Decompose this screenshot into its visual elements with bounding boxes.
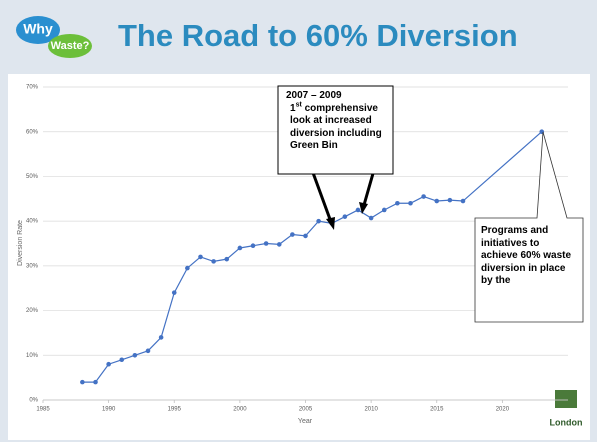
y-tick-label: 30% [26,263,39,269]
y-tick-label: 50% [26,174,39,180]
point [421,194,426,199]
x-tick-label: 2010 [364,407,378,413]
y-tick-label: 60% [26,129,39,135]
y-tick-label: 10% [26,353,39,359]
x-tick-label: 2020 [496,407,510,413]
point [316,218,321,224]
logo-bubble [48,34,92,58]
x-axis-label: Year [298,418,313,425]
y-axis-label: Diversion Rate [17,220,24,266]
point [408,200,413,206]
point [263,241,269,246]
x-tick-label: 2000 [233,407,247,413]
logo-text: Waste? [51,40,90,52]
annotation: Programs and initiatives to achieve 60% … [481,225,572,286]
y-tick-label: 0% [29,398,38,404]
point [132,352,138,358]
annotation: 2007 – 2009 1st comprehensive look at in… [286,90,391,153]
point [381,207,387,213]
arrow [362,169,376,206]
arrow-head [359,202,368,214]
x-tick-label: 1990 [102,407,116,413]
arrow [310,169,333,223]
x-tick-label: 1995 [168,407,182,413]
arrow-head [326,217,335,230]
point [185,265,190,271]
point [211,259,216,264]
point [368,215,374,221]
point [171,290,177,295]
point [80,379,85,385]
point [395,200,400,206]
ordinal-suffix: st [295,101,302,109]
point [303,233,308,239]
logo-text: Why [23,21,53,37]
point [355,207,361,213]
point [237,245,243,251]
point [93,379,98,385]
annotation-text: 1st comprehensive look at increased dive… [286,101,391,153]
point [158,335,164,340]
point [198,254,203,260]
point [290,232,295,237]
point [342,214,348,219]
point [106,361,111,367]
point [145,348,151,354]
ordinal: 1 [290,102,296,114]
annotation-date: 2007 – 2009 [286,90,342,101]
x-tick-label: 2005 [299,407,313,413]
point [447,197,453,203]
point [276,242,282,247]
y-tick-label: 40% [26,219,39,225]
point [434,198,440,204]
annotation-body: comprehensive look at increased diversio… [290,102,382,152]
tree-icon [555,390,577,408]
chart-title: The Road to 60% Diversion [118,18,518,53]
logo-bubble [16,16,60,44]
annotation-box [277,85,394,175]
footer-logo: London [550,417,583,427]
x-tick-label: 2015 [430,407,444,413]
point [119,357,125,363]
point [460,198,466,204]
callout [474,131,584,323]
y-tick-label: 20% [26,308,39,314]
x-tick-label: 1985 [36,407,50,413]
point [224,256,230,262]
y-tick-label: 70% [26,85,39,91]
point [250,243,256,249]
